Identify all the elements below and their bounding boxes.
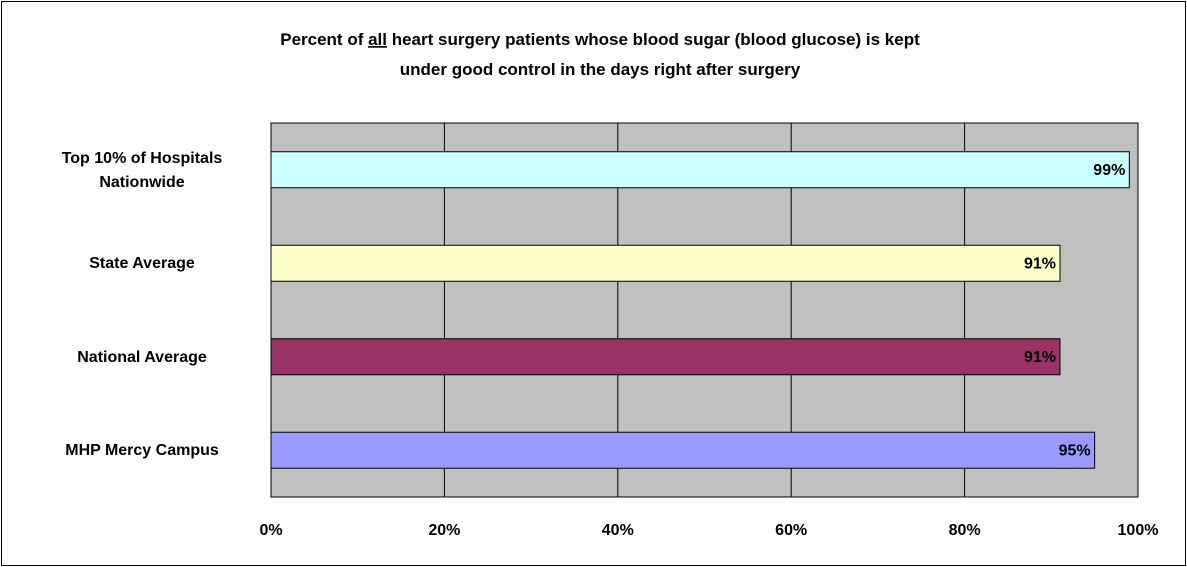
x-tick-label: 0%	[259, 522, 282, 539]
y-tick-label: MHP Mercy Campus	[65, 442, 219, 460]
y-tick-label: Top 10% of Hospitals Nationwide	[61, 149, 223, 191]
bar	[270, 151, 1130, 189]
title-segment: heart surgery patients whose blood sugar…	[387, 30, 920, 49]
bar	[270, 338, 1061, 376]
plot-border	[270, 122, 1139, 498]
bar	[270, 244, 1061, 282]
value-label: 99%	[1093, 162, 1125, 179]
y-tick-label: State Average	[89, 255, 195, 273]
x-tick-label: 100%	[1118, 522, 1159, 539]
chart-title: Percent of all heart surgery patients wh…	[280, 30, 920, 49]
chart-title: under good control in the days right aft…	[400, 60, 801, 79]
x-tick-label: 60%	[775, 522, 807, 539]
value-label: 91%	[1024, 349, 1056, 366]
title-segment: all	[368, 30, 387, 49]
value-label: 95%	[1059, 442, 1091, 459]
value-label: 91%	[1024, 255, 1056, 272]
x-tick-label: 80%	[949, 522, 981, 539]
title-segment: under good control in the days right aft…	[400, 60, 801, 79]
title-segment: Percent of	[280, 30, 368, 49]
bar	[270, 431, 1096, 469]
x-tick-label: 20%	[428, 522, 460, 539]
x-tick-label: 40%	[602, 522, 634, 539]
y-tick-label: National Average	[77, 348, 207, 366]
